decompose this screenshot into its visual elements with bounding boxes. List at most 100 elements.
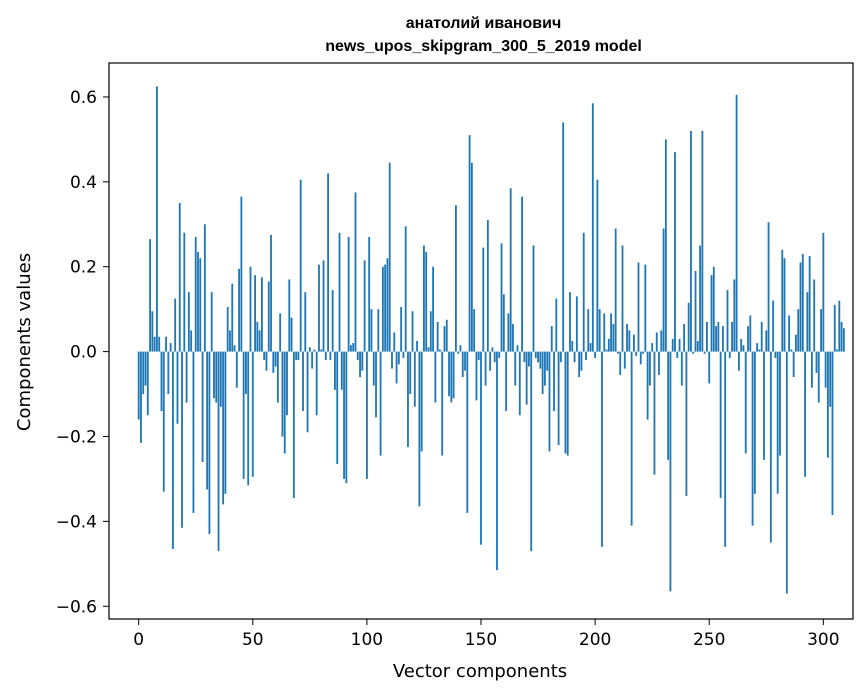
y-tick-label: 0.4 — [70, 173, 97, 193]
bar-85 — [331, 290, 334, 352]
bar-221 — [642, 351, 644, 354]
bar-34 — [215, 351, 218, 403]
bar-54 — [261, 277, 263, 352]
bar-247 — [701, 130, 704, 352]
bar-190 — [571, 341, 574, 352]
bar-153 — [486, 220, 489, 352]
bar-284 — [785, 351, 788, 594]
bar-159 — [500, 243, 503, 352]
bar-294 — [808, 256, 811, 352]
bar-259 — [728, 351, 731, 358]
bar-150 — [480, 351, 482, 545]
bar-71 — [299, 179, 302, 352]
bar-160 — [502, 294, 505, 352]
bar-24 — [192, 351, 195, 513]
bar-263 — [737, 351, 740, 371]
bar-111 — [391, 351, 393, 369]
x-tick-label: 200 — [579, 630, 611, 650]
bar-217 — [633, 334, 635, 352]
bar-101 — [368, 237, 371, 352]
bar-106 — [379, 351, 382, 456]
bar-78 — [315, 351, 318, 416]
bar-222 — [644, 264, 647, 352]
bar-224 — [648, 351, 651, 386]
bar-32 — [210, 292, 213, 352]
bar-143 — [464, 351, 466, 371]
bar-225 — [651, 343, 654, 352]
bar-231 — [664, 139, 667, 352]
bar-177 — [541, 351, 544, 395]
bar-196 — [585, 351, 587, 361]
bar-87 — [336, 351, 339, 465]
bar-240 — [685, 351, 688, 496]
bar-44 — [238, 268, 240, 352]
bar-74 — [306, 351, 309, 433]
bar-266 — [744, 351, 747, 454]
bar-121 — [413, 351, 416, 407]
bar-214 — [626, 324, 628, 352]
bar-298 — [817, 351, 820, 403]
bar-134 — [443, 326, 446, 352]
x-axis-ticks: 0 50 100 150 200 250 300 — [133, 619, 840, 650]
bar-144 — [466, 351, 469, 513]
bar-112 — [393, 332, 396, 352]
bar-79 — [318, 264, 320, 352]
bar-211 — [619, 351, 622, 375]
bar-280 — [776, 351, 779, 494]
bar-114 — [397, 351, 400, 365]
bar-51 — [254, 275, 256, 352]
bar-20 — [183, 232, 186, 352]
bar-296 — [813, 279, 816, 352]
bar-76 — [311, 351, 314, 369]
bar-183 — [555, 298, 558, 352]
bar-230 — [662, 228, 665, 352]
bar-184 — [557, 351, 560, 445]
bar-38 — [224, 351, 227, 494]
bar-94 — [352, 343, 355, 352]
bar-258 — [726, 290, 729, 352]
bar-281 — [779, 351, 781, 456]
bar-278 — [772, 300, 775, 352]
bar-22 — [187, 292, 190, 352]
x-tick-label: 0 — [133, 630, 144, 650]
bar-10 — [160, 351, 163, 412]
bar-89 — [340, 351, 343, 390]
bar-188 — [566, 351, 569, 456]
bar-155 — [491, 347, 494, 352]
bar-201 — [596, 179, 599, 352]
bar-132 — [439, 349, 441, 352]
bars-group — [137, 86, 845, 594]
y-tick-label: −0.2 — [56, 427, 97, 447]
bar-100 — [365, 351, 368, 479]
bar-193 — [578, 351, 581, 378]
bar-77 — [313, 349, 316, 352]
bar-257 — [724, 351, 727, 547]
bar-27 — [199, 258, 202, 352]
bar-176 — [539, 351, 542, 369]
bar-292 — [804, 351, 806, 477]
bar-166 — [516, 345, 519, 352]
bar-199 — [591, 103, 594, 352]
bar-129 — [432, 266, 434, 352]
bar-141 — [459, 345, 462, 352]
bar-0 — [137, 351, 140, 420]
bar-274 — [763, 351, 765, 460]
bar-236 — [676, 351, 679, 358]
bar-104 — [375, 351, 377, 418]
bar-277 — [769, 351, 772, 543]
bar-218 — [635, 351, 638, 356]
bar-167 — [518, 351, 521, 416]
bar-165 — [514, 351, 517, 386]
bar-297 — [815, 351, 818, 373]
bar-306 — [836, 349, 838, 352]
bar-305 — [833, 304, 836, 352]
bar-52 — [256, 321, 259, 352]
x-tick-label: 300 — [807, 630, 839, 650]
bar-108 — [384, 264, 387, 352]
bar-84 — [329, 351, 332, 361]
bar-252 — [712, 266, 715, 352]
bar-238 — [680, 351, 683, 386]
bar-11 — [162, 351, 165, 492]
bar-232 — [667, 351, 670, 460]
